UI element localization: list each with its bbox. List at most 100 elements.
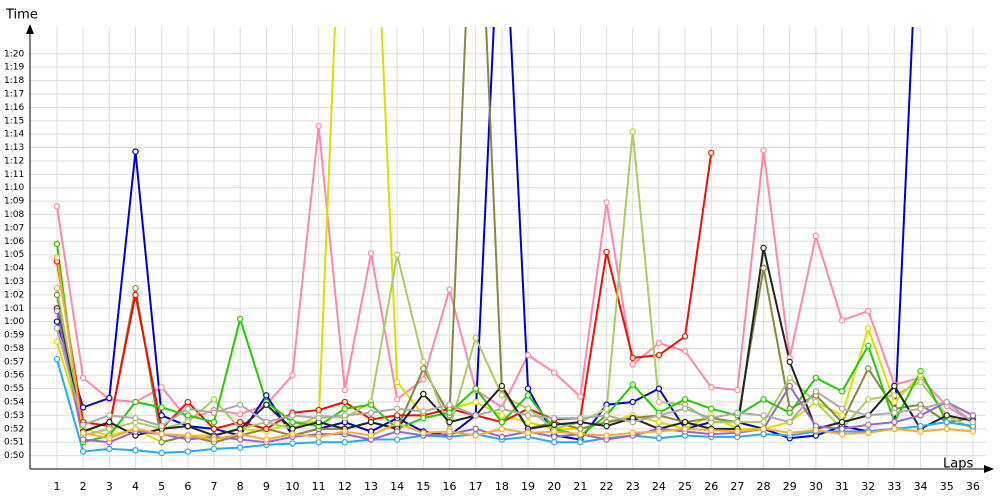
y-tick-label: 1:15 [4, 116, 24, 126]
series-line [55, 152, 713, 431]
lap-point [446, 409, 453, 416]
series-line [56, 27, 922, 444]
lap-point [760, 264, 767, 272]
lap-point [629, 429, 636, 437]
series-line [55, 247, 974, 437]
y-tick-label: 1:12 [4, 156, 24, 166]
y-tick-label: 1:13 [4, 143, 24, 153]
y-tick-label: 1:09 [4, 197, 24, 207]
lap-point [812, 388, 820, 395]
lap-point [79, 421, 87, 428]
lap-point [393, 378, 401, 386]
lap-point [289, 372, 296, 379]
lap-point [603, 412, 610, 419]
lap-point [132, 414, 139, 422]
x-tick-label: 16 [443, 480, 457, 493]
grid [30, 27, 986, 469]
x-tick-label: 31 [835, 480, 849, 493]
lap-point [708, 384, 715, 391]
lap-point [760, 147, 767, 154]
lap-point [943, 398, 950, 406]
lap-point [210, 409, 218, 416]
lap-point [393, 405, 401, 412]
lap-point [53, 240, 61, 248]
x-tick-label: 24 [652, 480, 666, 493]
x-tick-label: 3 [106, 480, 113, 493]
lap-point [760, 244, 767, 252]
lap-point [629, 128, 636, 135]
lap-point [891, 418, 898, 426]
lap-point [158, 422, 165, 430]
lap-point [943, 418, 950, 426]
lap-point [210, 396, 218, 403]
lap-point [524, 429, 532, 437]
lap-point [812, 232, 820, 240]
lap-point [629, 398, 636, 406]
lap-point [524, 351, 532, 359]
lap-point [498, 418, 506, 426]
lap-point [708, 405, 715, 412]
series-line [56, 328, 974, 428]
x-tick-label: 32 [861, 480, 875, 493]
x-axis-label: Laps [943, 457, 973, 472]
x-tick-label: 27 [730, 480, 744, 493]
lap-point [838, 430, 846, 438]
y-tick-label: 1:02 [4, 290, 24, 300]
lap-point [420, 376, 427, 383]
lap-point [53, 291, 61, 299]
lap-point [629, 361, 636, 368]
lap-point [367, 401, 375, 408]
lap-point [969, 428, 977, 435]
lap-point [184, 398, 192, 406]
lap-point [263, 418, 270, 426]
lap-point [550, 439, 558, 446]
lap-point [577, 439, 584, 446]
lap-point [786, 429, 793, 437]
lap-point [891, 392, 898, 399]
lap-point [79, 374, 87, 382]
lap-point [132, 425, 139, 433]
x-tick-label: 19 [521, 480, 535, 493]
lap-point [734, 418, 741, 426]
x-tick-label: 17 [469, 480, 483, 493]
lap-point [472, 385, 479, 392]
lap-point [760, 412, 767, 419]
x-tick-label: 2 [80, 480, 87, 493]
x-tick-label: 33 [887, 480, 901, 493]
lap-point [367, 250, 375, 257]
lap-point [681, 333, 689, 340]
lap-point [786, 382, 793, 390]
lap-point [79, 448, 87, 455]
lap-point [132, 148, 139, 155]
lap-point [315, 439, 322, 446]
lap-point [655, 385, 663, 392]
y-tick-label: 1:17 [4, 89, 24, 99]
lap-point [943, 425, 950, 433]
x-tick-label: 9 [263, 480, 270, 493]
lap-point [289, 440, 296, 447]
lap-point [577, 430, 584, 438]
x-tick-label: 28 [757, 480, 771, 493]
lap-point [393, 436, 401, 443]
lap-point [865, 365, 872, 372]
x-tick-label: 1 [53, 480, 60, 493]
y-tick-label: 0:57 [4, 357, 24, 367]
lap-point [236, 430, 244, 438]
lap-point [708, 426, 715, 434]
lap-point [472, 398, 479, 406]
y-tick-label: 0:59 [4, 331, 24, 341]
series-line [56, 27, 914, 441]
lap-point [498, 433, 506, 441]
x-tick-label: 29 [783, 480, 797, 493]
y-tick-label: 0:58 [4, 344, 24, 354]
lap-point [472, 334, 479, 341]
lap-point [655, 351, 663, 359]
lap-point [760, 430, 767, 438]
lap-point [53, 355, 61, 363]
x-tick-label: 15 [416, 480, 430, 493]
lap-point [865, 307, 872, 315]
y-tick-label: 0:55 [4, 384, 24, 394]
lap-point [106, 434, 113, 442]
lap-point [838, 388, 846, 395]
